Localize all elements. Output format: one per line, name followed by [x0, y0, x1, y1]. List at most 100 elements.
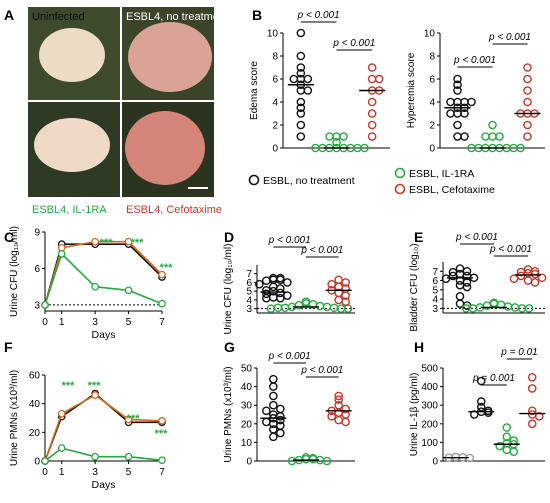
bladder-no-treatment — [128, 22, 212, 92]
data-point — [269, 382, 278, 391]
y-axis-label: Urine PMNs (x10³/ml) — [223, 366, 234, 462]
p-value-label: p = 0.001 — [472, 373, 515, 384]
legend-label-il1ra: ESBL, IL-1RA — [409, 168, 474, 180]
data-point — [296, 120, 306, 130]
y-tick-label: 6 — [272, 75, 278, 86]
data-point — [523, 132, 532, 141]
y-tick-label: 20 — [29, 428, 41, 439]
data-point — [453, 120, 462, 130]
y-tick-label: 20 — [241, 419, 253, 430]
x-tick-label: 3 — [92, 467, 98, 478]
data-point — [523, 86, 532, 95]
data-point — [57, 250, 66, 258]
x-axis-label: Days — [92, 479, 116, 491]
y-tick-label: 0 — [246, 457, 252, 468]
significance-stars: *** — [88, 380, 102, 392]
data-point — [315, 301, 325, 311]
data-point — [280, 303, 290, 313]
data-point — [462, 282, 472, 292]
x-tick-label: 0 — [42, 317, 48, 328]
data-point — [276, 404, 285, 414]
bladder-il1ra — [34, 118, 110, 172]
data-point — [124, 415, 133, 424]
data-point — [303, 86, 313, 95]
x-tick-label: 5 — [126, 317, 132, 328]
data-point — [262, 293, 271, 303]
y-tick-label: 300 — [421, 401, 438, 412]
panel-letter-f: F — [4, 339, 13, 355]
data-point — [296, 103, 306, 113]
data-point — [124, 237, 133, 246]
data-point — [158, 456, 166, 465]
data-point — [283, 291, 292, 300]
data-point — [446, 109, 455, 118]
data-point — [523, 120, 532, 130]
y-tick-label: 3 — [432, 304, 438, 315]
data-point — [269, 391, 278, 401]
data-point — [334, 295, 343, 305]
data-point — [462, 266, 472, 276]
data-point — [523, 97, 532, 107]
p-value-label: p < 0.001 — [455, 232, 498, 243]
data-point — [41, 301, 49, 309]
p-value-label: p < 0.001 — [300, 245, 343, 256]
data-point — [488, 120, 497, 130]
data-point — [341, 297, 350, 306]
y-axis-label: Hyperemia score — [406, 52, 417, 128]
data-point — [448, 271, 458, 281]
data-point — [334, 391, 343, 401]
y-tick-label: 7 — [246, 269, 252, 280]
p-value-label: p < 0.001 — [488, 32, 531, 43]
data-point — [341, 291, 350, 300]
data-point — [341, 417, 350, 427]
data-point — [276, 415, 285, 425]
legend-label-cefotaxime: ESBL, Cefotaxime — [409, 184, 495, 196]
data-point — [91, 237, 99, 246]
data-point — [334, 415, 343, 425]
y-axis-label: Urine CFU (log₁₀/ml) — [9, 226, 20, 317]
panel-letter-g: G — [224, 339, 235, 355]
x-axis-label: Days — [92, 329, 116, 341]
y-tick-label: 2 — [429, 121, 435, 132]
panel-b: B 0 2 4 6 8 10 Edema score p < 0.001 p < 0.001 — [249, 7, 390, 155]
data-point — [455, 280, 465, 290]
data-point — [503, 302, 513, 311]
legend: ESBL, no treatment ESBL, IL-1RA ESBL, Ce… — [248, 167, 495, 196]
data-point — [462, 278, 472, 287]
legend-marker-il1ra — [394, 167, 406, 179]
data-point — [276, 428, 285, 438]
panel-letter-d: D — [224, 229, 234, 245]
y-tick-label: 8 — [272, 52, 278, 63]
y-tick-label: 4 — [432, 295, 438, 306]
p-value-label: p < 0.001 — [300, 365, 343, 376]
data-point — [262, 289, 271, 299]
data-point — [527, 372, 537, 382]
legend-marker-no-treatment — [248, 174, 260, 186]
y-tick-label: 40 — [29, 399, 41, 410]
data-point — [327, 412, 336, 421]
p-value-label: p < 0.001 — [268, 235, 311, 246]
data-point — [469, 410, 479, 419]
data-point — [124, 452, 133, 461]
data-point — [329, 303, 339, 313]
data-point — [534, 412, 544, 421]
caption-cefotaxime: ESBL4, Cefotaxime — [126, 204, 222, 216]
y-tick-label: 4 — [272, 98, 278, 109]
y-tick-label: 3 — [34, 300, 40, 311]
data-point — [57, 409, 66, 418]
data-point — [451, 452, 461, 462]
y-tick-label: 100 — [421, 438, 438, 449]
data-point — [341, 404, 350, 414]
y-tick-label: 0 — [432, 457, 438, 468]
data-point — [296, 28, 306, 38]
x-tick-label: 1 — [59, 317, 65, 328]
data-point — [483, 408, 493, 417]
data-point — [296, 51, 306, 61]
data-point — [294, 300, 304, 310]
p-value-label: p < 0.001 — [268, 351, 311, 362]
